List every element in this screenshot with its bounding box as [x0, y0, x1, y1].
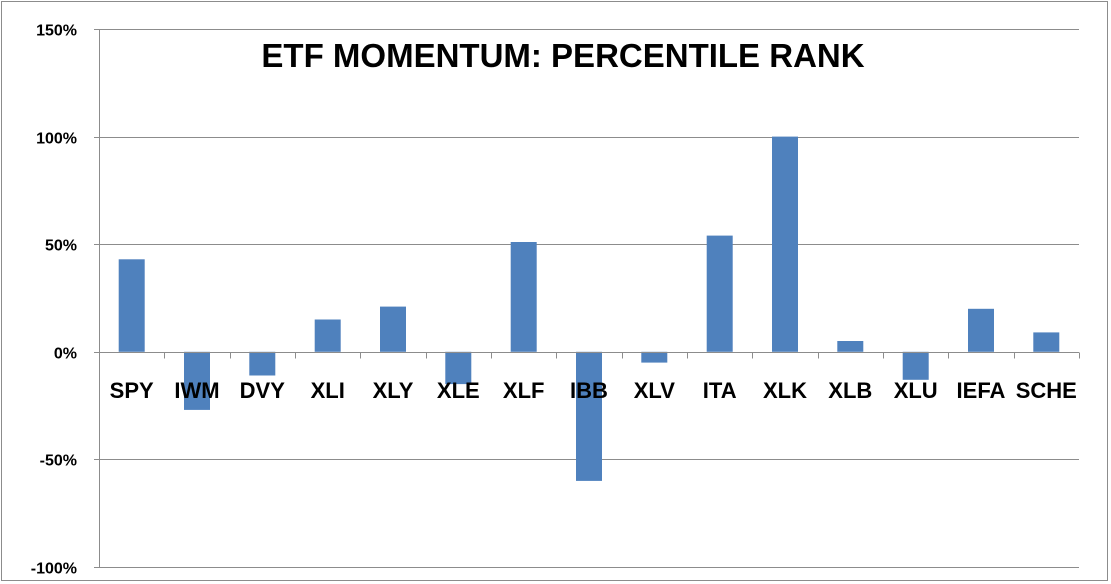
category-label-ibb: IBB	[570, 378, 608, 403]
category-label-sche: SCHE	[1016, 378, 1077, 403]
y-tick-labels: -100% -50% 0% 50% 100% 150%	[31, 23, 77, 578]
category-label-ita: ITA	[703, 378, 737, 403]
category-label-xlv: XLV	[634, 378, 675, 403]
bar-ita	[706, 235, 733, 352]
bar-sche	[1033, 332, 1060, 352]
y-tick-label: -100%	[31, 561, 77, 578]
bar-xlb	[837, 341, 864, 352]
bar-spy	[118, 259, 145, 352]
category-label-iwm: IWM	[174, 378, 219, 403]
bar-xlf	[510, 242, 537, 352]
bar-xlv	[641, 351, 668, 363]
bar-dvy	[249, 351, 276, 376]
category-label-xle: XLE	[437, 378, 480, 403]
bar-xli	[314, 319, 341, 352]
category-label-xlu: XLU	[894, 378, 938, 403]
bar-iwm	[184, 351, 210, 410]
bar-xly	[380, 306, 406, 352]
category-labels: SPY IWM DVY XLI XLY XLE XLF IBB XLV ITA XLK XLB XLU I…	[110, 378, 1077, 403]
bars	[118, 136, 1060, 481]
category-label-spy: SPY	[110, 378, 154, 403]
chart-title: ETF MOMENTUM: PERCENTILE RANK	[261, 37, 864, 74]
category-label-dvy: DVY	[240, 378, 286, 403]
bar-xlk	[772, 136, 798, 352]
y-tick-label: -50%	[40, 453, 77, 470]
category-label-xlb: XLB	[828, 378, 872, 403]
category-label-xly: XLY	[373, 378, 414, 403]
y-tick-label: 150%	[36, 23, 77, 40]
axes	[94, 29, 1080, 568]
bar-iefa	[968, 308, 994, 352]
y-tick-label: 100%	[36, 131, 77, 148]
gridlines	[99, 29, 1079, 568]
category-label-xlk: XLK	[763, 378, 807, 403]
y-tick-label: 0%	[54, 346, 77, 363]
bar-xlu	[902, 351, 929, 380]
category-label-xlf: XLF	[503, 378, 545, 403]
y-tick-label: 50%	[45, 238, 77, 255]
bar-ibb	[576, 351, 602, 481]
category-label-iefa: IEFA	[957, 378, 1006, 403]
category-label-xli: XLI	[311, 378, 345, 403]
bar-xle	[445, 351, 472, 385]
